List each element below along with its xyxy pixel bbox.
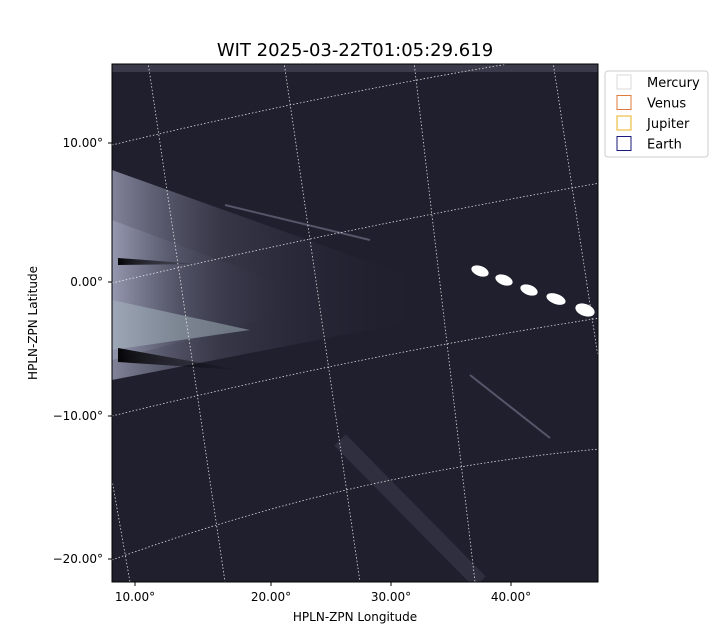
- legend-label: Mercury: [647, 76, 700, 91]
- legend-swatch: [616, 136, 632, 151]
- y-tick-label: −20.00°: [53, 552, 103, 566]
- legend: [604, 70, 709, 158]
- y-tick-label: 10.00°: [63, 136, 103, 150]
- title: WIT 2025-03-22T01:05:29.619: [217, 40, 493, 61]
- axes-frame: [111, 63, 599, 583]
- x-label: HPLN-ZPN Longitude: [293, 610, 417, 624]
- x-tick-label: 20.00°: [251, 590, 291, 604]
- legend-label: Jupiter: [646, 117, 690, 132]
- y-tick-label: 0.00°: [70, 275, 103, 289]
- image: [112, 64, 598, 582]
- y-tick-label: −10.00°: [53, 409, 103, 423]
- x-tick-label: 10.00°: [115, 590, 155, 604]
- y-label: HPLN-ZPN Latitude: [26, 266, 40, 380]
- legend-label: Venus: [647, 97, 686, 112]
- legend-label: Earth: [647, 138, 682, 153]
- legend-swatch: [616, 95, 632, 110]
- x-tick-label: 40.00°: [491, 590, 531, 604]
- legend-swatch: [616, 115, 632, 131]
- legend-swatch: [616, 74, 632, 90]
- x-tick-label: 30.00°: [371, 590, 411, 604]
